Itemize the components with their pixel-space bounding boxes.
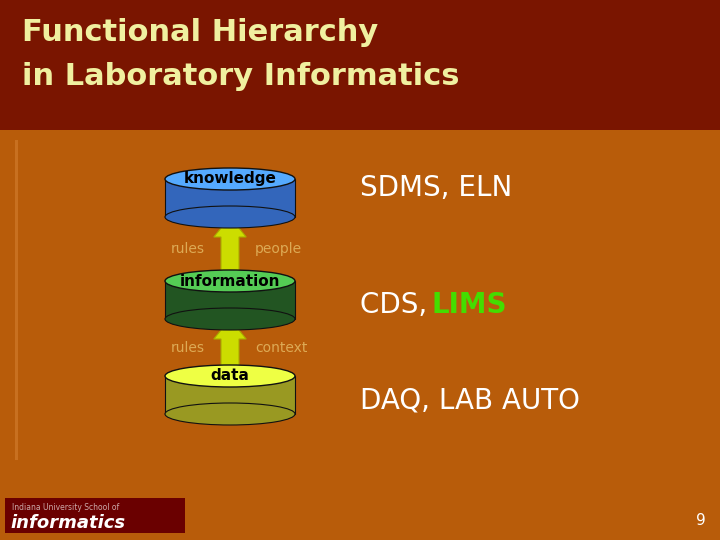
Text: LIMS: LIMS [432,291,508,319]
Text: data: data [210,368,249,383]
Polygon shape [165,376,295,414]
FancyBboxPatch shape [5,498,185,533]
Ellipse shape [165,403,295,425]
Polygon shape [214,319,246,376]
Text: 9: 9 [696,513,706,528]
Text: Indiana University School of: Indiana University School of [12,503,120,512]
Text: people: people [255,242,302,256]
Polygon shape [214,217,246,281]
Text: Functional Hierarchy: Functional Hierarchy [22,18,378,47]
Ellipse shape [165,308,295,330]
Text: context: context [255,341,307,354]
Text: knowledge: knowledge [184,172,276,186]
Ellipse shape [165,365,295,387]
FancyBboxPatch shape [0,0,720,130]
Text: DAQ, LAB AUTO: DAQ, LAB AUTO [360,386,580,414]
Text: in Laboratory Informatics: in Laboratory Informatics [22,62,459,91]
Text: information: information [180,273,280,288]
Text: SDMS, ELN: SDMS, ELN [360,174,512,202]
Text: rules: rules [171,341,205,354]
Ellipse shape [165,270,295,292]
Text: informatics: informatics [10,514,125,532]
Ellipse shape [165,168,295,190]
FancyBboxPatch shape [15,140,18,460]
Polygon shape [165,179,295,217]
Ellipse shape [165,206,295,228]
Text: rules: rules [171,242,205,256]
Text: CDS,: CDS, [360,291,436,319]
Polygon shape [165,281,295,319]
